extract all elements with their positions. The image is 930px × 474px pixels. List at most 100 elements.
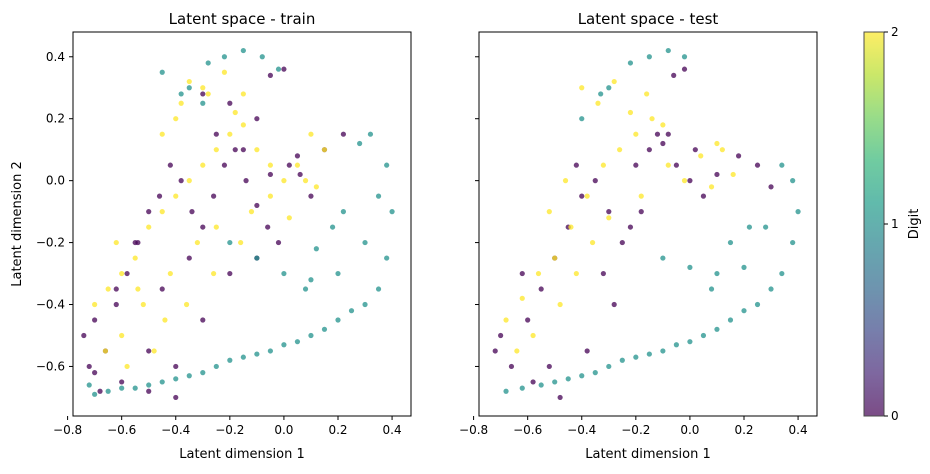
scatter-point — [308, 277, 314, 283]
x-tick-label: 0.2 — [328, 423, 347, 437]
scatter-point — [746, 224, 753, 230]
scatter-point — [687, 264, 693, 270]
y-axis: −0.6 −0.4 −0.2 0.0 0.2 0.4 — [36, 50, 73, 373]
scatter-point — [627, 109, 634, 116]
scatter-point — [308, 332, 314, 339]
scatter-point — [589, 239, 596, 246]
scatter-point — [227, 357, 233, 363]
colorbar-tick-label: 0 — [891, 409, 899, 423]
scatter-point — [584, 193, 590, 199]
scatter-point — [362, 301, 368, 308]
scatter-point — [97, 388, 103, 394]
scatter-point — [308, 193, 314, 199]
scatter-points — [81, 47, 395, 401]
scatter-point — [132, 255, 138, 261]
scatter-point — [340, 131, 346, 137]
scatter-point — [714, 270, 720, 277]
x-tick-label: 0.0 — [680, 423, 699, 437]
scatter-points — [492, 47, 801, 401]
scatter-point — [140, 301, 146, 308]
y-tick-label: −0.2 — [36, 236, 65, 250]
scatter-point — [146, 209, 152, 215]
scatter-point — [146, 388, 152, 394]
x-axis-label: Latent dimension 1 — [179, 447, 305, 462]
scatter-point — [754, 162, 761, 168]
scatter-point — [238, 239, 244, 246]
scatter-point — [546, 363, 552, 370]
scatter-point — [240, 122, 246, 128]
scatter-point — [248, 209, 255, 215]
scatter-point — [267, 72, 273, 78]
x-tick-label: −0.4 — [161, 423, 190, 437]
scatter-point — [286, 215, 292, 221]
scatter-point — [146, 224, 152, 230]
scatter-point — [308, 131, 314, 137]
scatter-point — [708, 184, 715, 190]
panel-train: Latent space - train −0.8 −0.6 −0.4 −0.2 0.0… — [10, 10, 412, 462]
scatter-point — [294, 153, 301, 159]
scatter-point — [357, 140, 363, 147]
scatter-point — [546, 209, 552, 215]
scatter-point — [606, 85, 612, 91]
scatter-point — [525, 317, 531, 323]
scatter-point — [730, 171, 736, 178]
scatter-point — [194, 239, 200, 246]
scatter-point — [340, 209, 346, 215]
scatter-point — [92, 391, 98, 397]
scatter-point — [162, 317, 168, 323]
scatter-point — [617, 147, 623, 153]
scatter-point — [646, 147, 652, 153]
y-tick-label: −0.4 — [36, 298, 65, 312]
scatter-point — [790, 239, 796, 246]
x-tick-label: −0.8 — [53, 423, 82, 437]
scatter-point — [313, 246, 319, 252]
scatter-point — [708, 286, 715, 292]
scatter-point — [151, 348, 157, 354]
scatter-point — [213, 224, 219, 230]
scatter-point — [665, 131, 671, 137]
scatter-point — [159, 131, 165, 137]
scatter-point — [227, 239, 233, 246]
y-axis-label: Latent dimension 2 — [10, 161, 25, 287]
scatter-point — [119, 379, 125, 385]
chart-title: Latent space - train — [169, 10, 316, 28]
scatter-point — [768, 184, 774, 190]
scatter-point — [213, 363, 219, 370]
scatter-point — [646, 54, 652, 60]
scatter-point — [119, 385, 125, 391]
scatter-point — [579, 193, 585, 199]
scatter-point — [375, 193, 382, 199]
scatter-point — [727, 317, 734, 323]
scatter-point — [627, 60, 634, 66]
scatter-point — [779, 270, 785, 277]
scatter-point — [211, 193, 217, 199]
x-tick-label: 0.2 — [734, 423, 753, 437]
scatter-point — [243, 178, 249, 184]
scatter-point — [654, 131, 661, 137]
y-tick-label: 0.4 — [46, 50, 65, 64]
scatter-point — [132, 385, 138, 391]
scatter-point — [86, 382, 92, 388]
x-tick-label: −0.2 — [215, 423, 244, 437]
scatter-point — [565, 376, 571, 382]
scatter-point — [592, 370, 598, 376]
scatter-point — [294, 162, 301, 168]
scatter-point — [254, 351, 260, 357]
scatter-point — [638, 209, 644, 215]
scatter-point — [538, 286, 544, 292]
x-tick-label: −0.6 — [513, 423, 542, 437]
plot-frame — [72, 31, 412, 417]
scatter-point — [649, 116, 655, 122]
scatter-point — [313, 184, 319, 190]
scatter-point — [159, 379, 165, 385]
scatter-point — [173, 363, 179, 370]
scatter-point — [240, 91, 246, 97]
scatter-point — [592, 178, 598, 184]
colorbar-label: Digit — [907, 209, 922, 240]
scatter-point — [213, 131, 219, 137]
scatter-point — [146, 382, 152, 388]
scatter-point — [281, 270, 287, 277]
scatter-point — [200, 224, 206, 230]
colorbar: 0 1 2 Digit — [863, 25, 922, 423]
scatter-point — [267, 162, 273, 168]
